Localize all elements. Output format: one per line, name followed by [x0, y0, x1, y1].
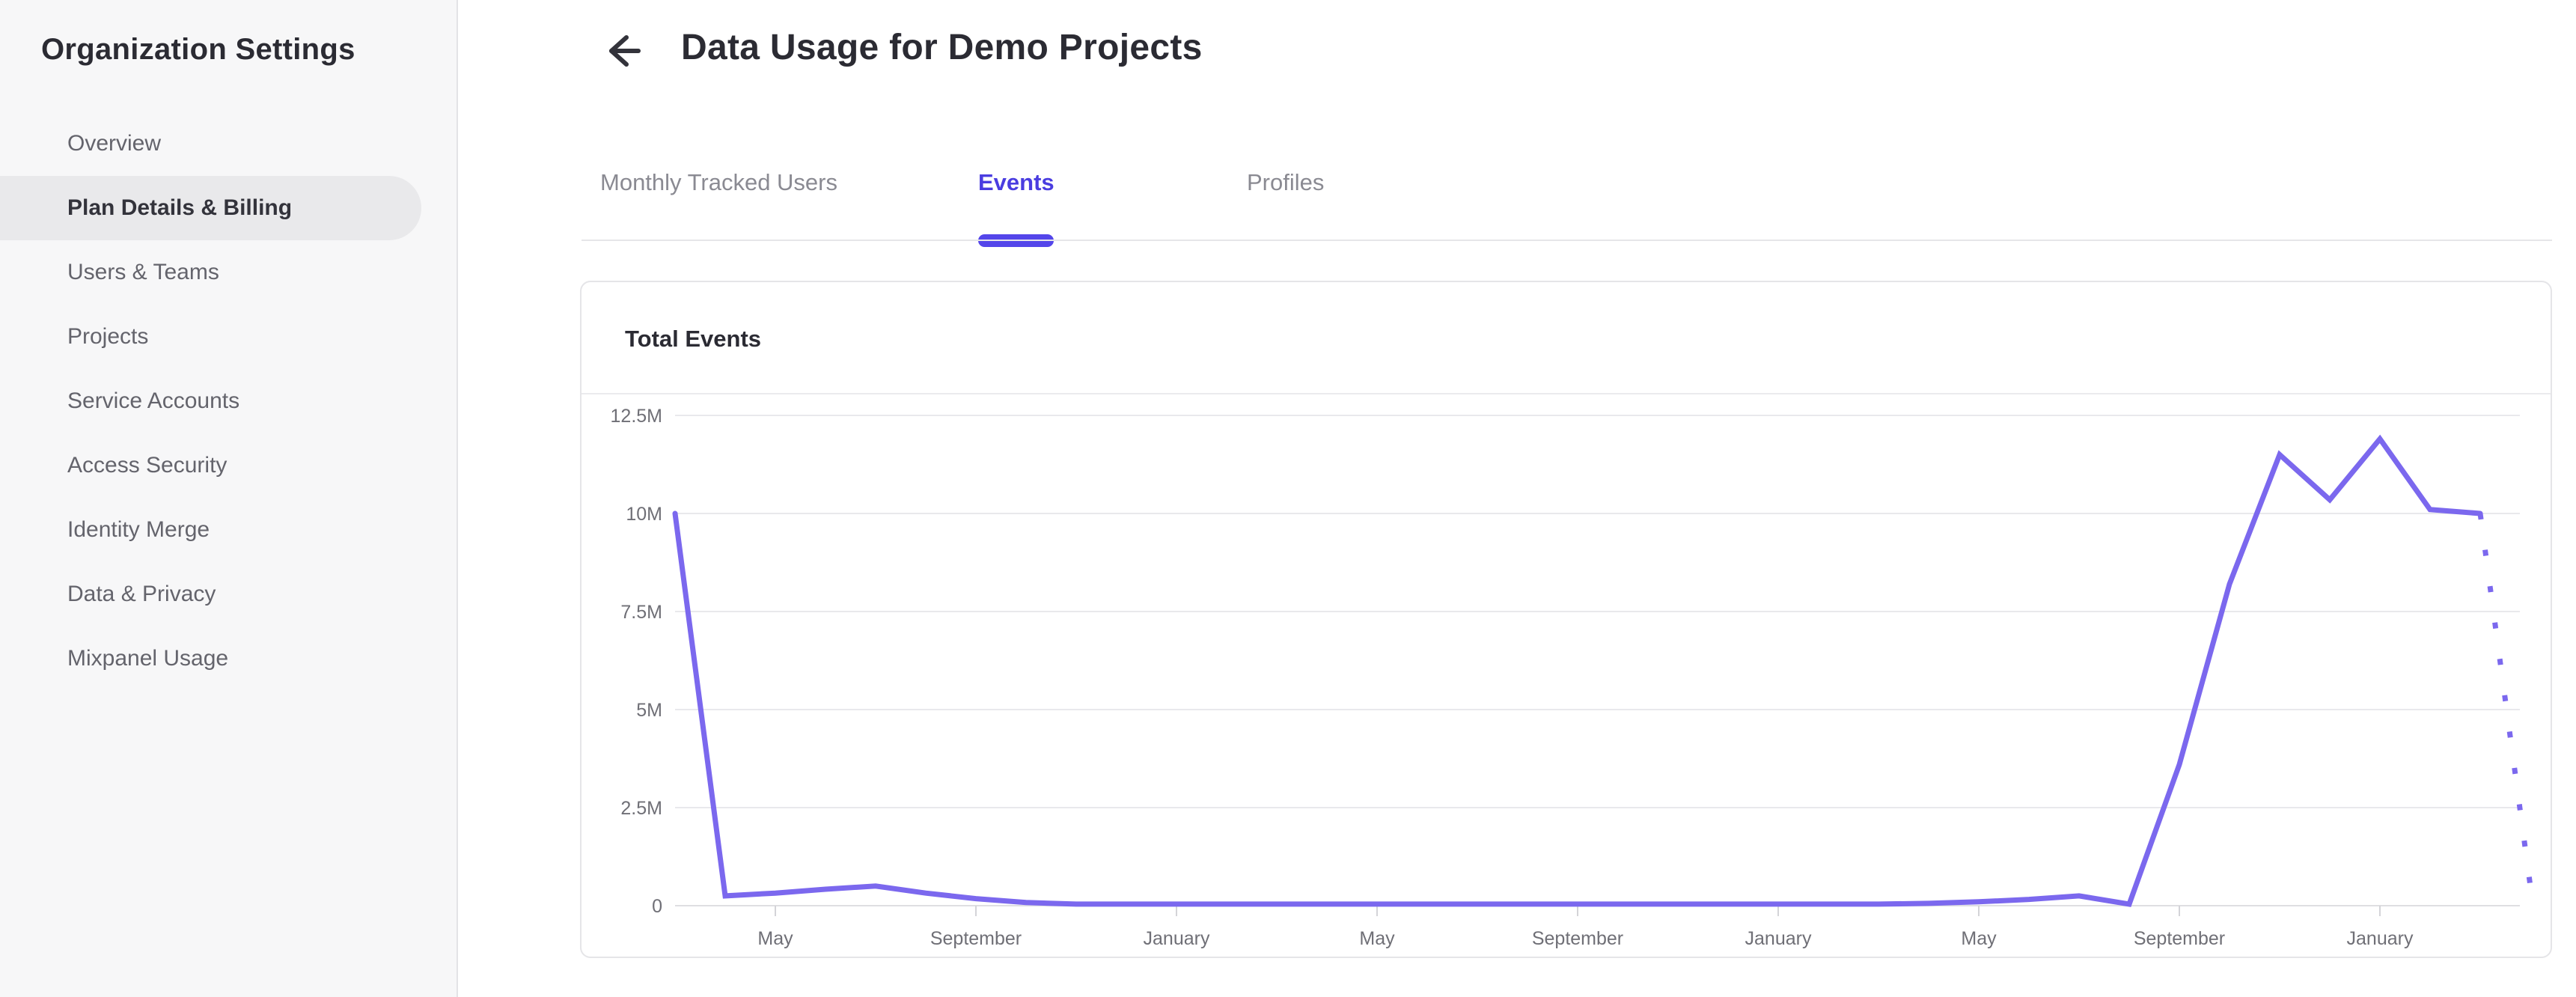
- sidebar-nav: Overview Plan Details & Billing Users & Te…: [0, 112, 457, 691]
- tab-monthly-tracked-users[interactable]: Monthly Tracked Users: [600, 169, 837, 195]
- y-axis-label: 7.5M: [620, 602, 662, 623]
- y-axis-label: 2.5M: [620, 798, 662, 819]
- sidebar-item-identity-merge[interactable]: Identity Merge: [67, 517, 210, 542]
- back-button[interactable]: [593, 24, 650, 81]
- x-axis-label: January: [1745, 928, 1812, 949]
- total-events-projection-dotted-line: [2477, 513, 2533, 887]
- x-axis-label: January: [2347, 928, 2414, 949]
- x-axis-label: May: [757, 928, 793, 949]
- y-axis-label: 5M: [636, 700, 662, 721]
- y-axis-label: 0: [652, 896, 662, 917]
- page-title: Data Usage for Demo Projects: [681, 28, 1203, 67]
- sidebar-item-overview[interactable]: Overview: [67, 131, 162, 156]
- sidebar-item-projects[interactable]: Projects: [67, 324, 149, 349]
- sidebar-item-mixpanel-usage[interactable]: Mixpanel Usage: [67, 646, 229, 671]
- x-axis-label: September: [930, 928, 1022, 949]
- sidebar-item-service-accounts[interactable]: Service Accounts: [67, 388, 240, 413]
- x-axis-label: May: [1359, 928, 1395, 949]
- card-title: Total Events: [625, 326, 762, 352]
- sidebar-title: Organization Settings: [41, 33, 355, 66]
- x-axis-label: September: [2134, 928, 2225, 949]
- total-events-card: Total Events 12.5M 10M 7.5M 5M 2.5M 0 May Septe…: [580, 281, 2552, 958]
- sidebar-item-data-privacy[interactable]: Data & Privacy: [67, 582, 216, 606]
- x-axis-label: May: [1961, 928, 1997, 949]
- y-axis-label: 12.5M: [611, 406, 662, 427]
- card-header: Total Events: [582, 282, 2551, 394]
- events-chart: 12.5M 10M 7.5M 5M 2.5M 0 May September January Ma…: [611, 406, 2533, 949]
- x-axis-label: September: [1532, 928, 1623, 949]
- back-arrow-icon: [601, 30, 643, 76]
- y-axis-label: 10M: [626, 504, 662, 525]
- sidebar-item-plan-details-billing[interactable]: Plan Details & Billing: [0, 176, 421, 240]
- tabs-divider: [582, 240, 2552, 241]
- x-axis-label: January: [1144, 928, 1210, 949]
- sidebar-item-users-teams[interactable]: Users & Teams: [67, 260, 219, 284]
- sidebar-item-access-security[interactable]: Access Security: [67, 453, 228, 478]
- sidebar: Organization Settings Overview Plan Detai…: [0, 0, 458, 997]
- total-events-line: [672, 434, 2483, 907]
- tab-profiles[interactable]: Profiles: [1247, 169, 1325, 195]
- tab-events[interactable]: Events: [978, 169, 1054, 195]
